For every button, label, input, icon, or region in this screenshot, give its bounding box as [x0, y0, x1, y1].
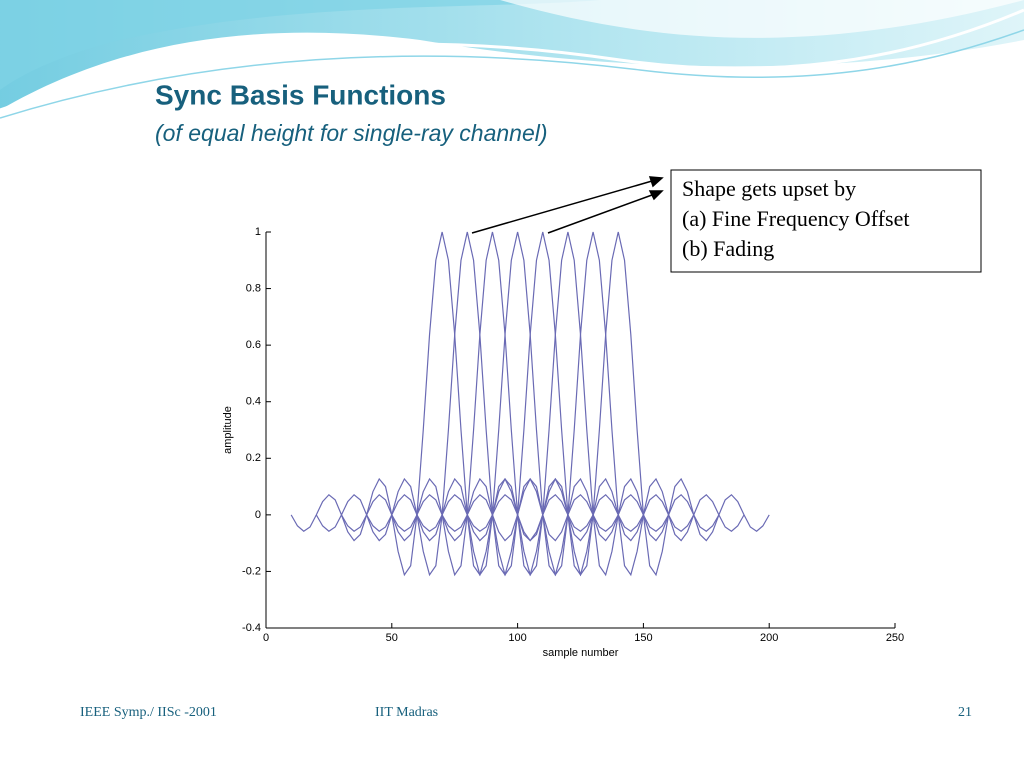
slide-title: Sync Basis Functions: [155, 79, 446, 110]
page-number: 21: [958, 705, 972, 720]
plot: -0.4 -0.2 0 0.2 0.4 0.6 0.8 1 0 50 100 150 200 250 sam…: [222, 226, 904, 659]
x-tick-label: 50: [386, 632, 398, 644]
y-tick-label: 1: [255, 226, 261, 238]
callout-line: Shape gets upset by: [682, 176, 856, 201]
y-tick-label: -0.4: [242, 622, 261, 634]
y-tick-label: 0.4: [246, 396, 261, 408]
footer-left: IEEE Symp./ IISc -2001: [80, 705, 217, 720]
slide-subtitle: (of equal height for single-ray channel): [155, 120, 548, 146]
x-tick-label: 0: [263, 632, 269, 644]
y-tick-label: 0: [255, 509, 261, 521]
footer-center: IIT Madras: [375, 705, 438, 720]
x-tick-label: 100: [508, 632, 526, 644]
callout-arrows: [471, 176, 664, 234]
y-tick-label: -0.2: [242, 565, 261, 577]
callout-box: [670, 169, 982, 273]
callout-line: (a) Fine Frequency Offset: [682, 206, 909, 231]
x-axis-label: sample number: [543, 647, 619, 659]
y-tick-label: 0.8: [246, 282, 261, 294]
header-decoration: [0, 0, 1024, 119]
y-tick-label: 0.6: [246, 339, 261, 351]
callout-line: (b) Fading: [682, 236, 774, 261]
series-line: [466, 231, 770, 577]
y-tick-label: 0.2: [246, 452, 261, 464]
x-tick-label: 150: [634, 632, 652, 644]
chart-background: [160, 195, 970, 685]
x-tick-label: 200: [760, 632, 778, 644]
x-tick-label: 250: [886, 632, 904, 644]
y-axis-label: amplitude: [222, 406, 234, 454]
